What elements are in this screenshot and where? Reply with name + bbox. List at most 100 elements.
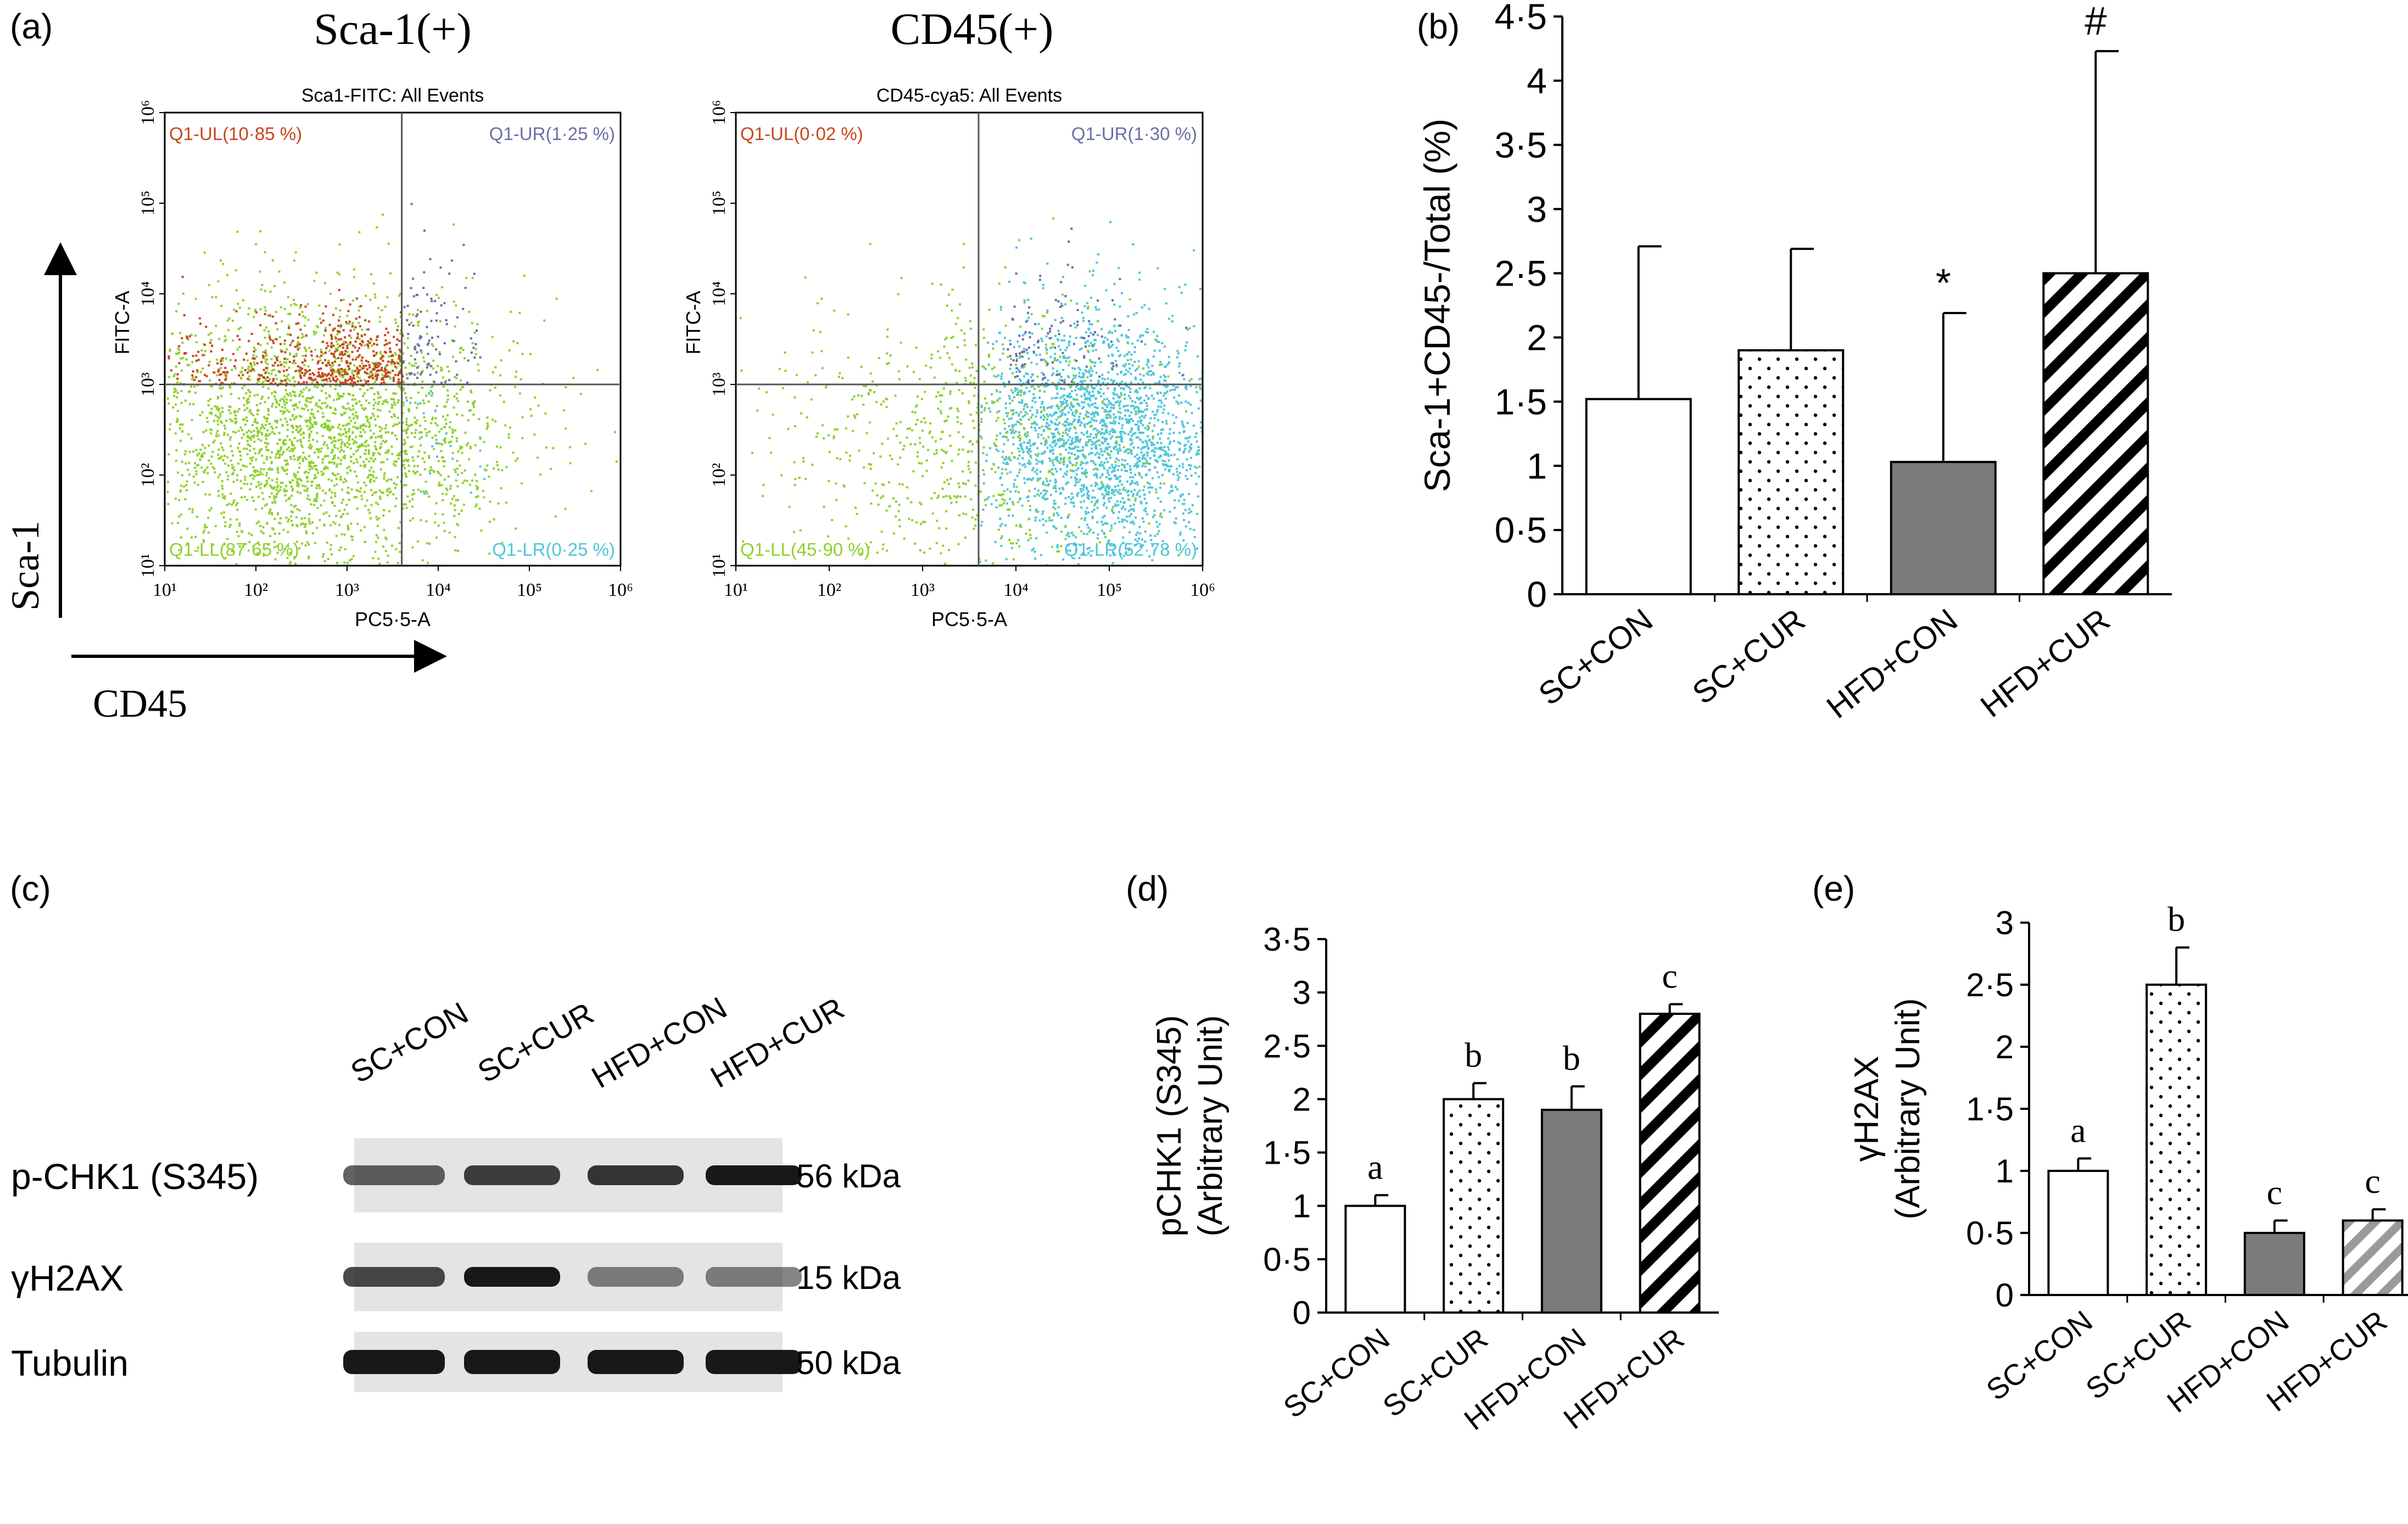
event-ll (261, 284, 264, 286)
event-ll (178, 427, 181, 429)
event-ll (250, 367, 253, 370)
event-ll (266, 342, 269, 345)
event-ll (208, 361, 211, 364)
event-lr (1159, 399, 1162, 402)
event-ll (295, 540, 298, 543)
event-lr (1124, 382, 1127, 385)
event-lr (1051, 446, 1054, 449)
event-ll (289, 352, 292, 355)
event-lr (1001, 535, 1003, 538)
event-ll (325, 392, 327, 394)
event-ul (272, 379, 275, 382)
event-ll (969, 374, 972, 377)
event-ll (280, 485, 282, 488)
event-ll (327, 478, 330, 481)
event-ll (395, 322, 398, 324)
event-lr (1139, 500, 1142, 503)
event-ll (240, 377, 243, 380)
event-lr (1070, 452, 1073, 455)
event-lr (1137, 446, 1139, 449)
event-ll (234, 414, 237, 417)
event-lr (1096, 433, 1098, 436)
event-ul (317, 360, 320, 363)
event-ll (352, 555, 355, 557)
event-ur (427, 342, 430, 344)
event-ul (280, 350, 283, 353)
event-lr (1115, 464, 1118, 467)
event-lr (1160, 405, 1163, 408)
event-ll (305, 457, 308, 460)
event-lr (1002, 382, 1005, 384)
event-ll (454, 468, 456, 471)
event-ll (416, 372, 419, 374)
event-ll (256, 474, 259, 477)
event-ul (226, 371, 229, 373)
event-lr (1086, 506, 1088, 509)
event-ll (275, 453, 277, 456)
event-ll (243, 495, 246, 498)
event-lr (1081, 472, 1084, 475)
event-ll (253, 369, 255, 372)
event-ll (263, 329, 266, 332)
event-ll (393, 401, 395, 404)
event-lr (1010, 546, 1013, 549)
event-lr (1176, 488, 1179, 490)
event-lr (1090, 421, 1092, 423)
event-lr (1160, 432, 1163, 434)
event-lr (1093, 365, 1096, 367)
event-ll (381, 354, 383, 356)
event-ll (315, 500, 318, 503)
event-ll (444, 441, 446, 444)
event-ll (258, 438, 260, 440)
event-ll (472, 414, 475, 416)
event-ll (287, 394, 289, 397)
event-lr (1042, 406, 1045, 409)
event-ll (423, 461, 426, 464)
event-lr (1170, 465, 1173, 467)
event-ll (340, 371, 343, 373)
event-ll (203, 251, 206, 254)
event-lr (1146, 405, 1148, 407)
event-ll (343, 443, 346, 445)
event-ll (312, 461, 315, 464)
event-lr (1033, 422, 1036, 425)
event-ll (377, 393, 380, 395)
event-ll (350, 420, 353, 422)
event-ll (273, 495, 276, 498)
event-lr (1124, 405, 1127, 407)
event-ul (325, 375, 328, 377)
event-lr (1161, 428, 1164, 431)
event-lr (1077, 388, 1080, 390)
event-ul (331, 336, 333, 338)
event-ll (236, 531, 238, 533)
event-lr (1130, 451, 1132, 454)
event-lr (1197, 446, 1200, 448)
event-lr (1092, 361, 1094, 364)
event-ll (282, 410, 284, 413)
event-lr (1027, 462, 1030, 465)
event-ll (374, 296, 377, 299)
event-lr (1124, 393, 1126, 396)
event-lr (1098, 439, 1100, 442)
event-lr (1200, 421, 1203, 424)
event-ll (325, 426, 328, 429)
event-ll (334, 407, 337, 410)
event-ll (323, 334, 325, 337)
event-ll (195, 449, 198, 451)
event-ll (404, 459, 406, 461)
event-lr (1009, 367, 1012, 370)
event-ll (353, 417, 355, 420)
event-ll (264, 251, 266, 254)
event-lr (1060, 339, 1063, 342)
event-ll (450, 440, 452, 443)
event-ll (435, 405, 438, 407)
event-ll (211, 450, 214, 453)
event-ll (230, 393, 232, 395)
event-ll (191, 508, 194, 511)
event-lr (1000, 545, 1003, 548)
event-ll (427, 562, 429, 564)
event-lr (1059, 397, 1062, 399)
event-lr (1140, 502, 1143, 505)
event-lr (1081, 380, 1083, 383)
event-lr (1069, 392, 1071, 395)
